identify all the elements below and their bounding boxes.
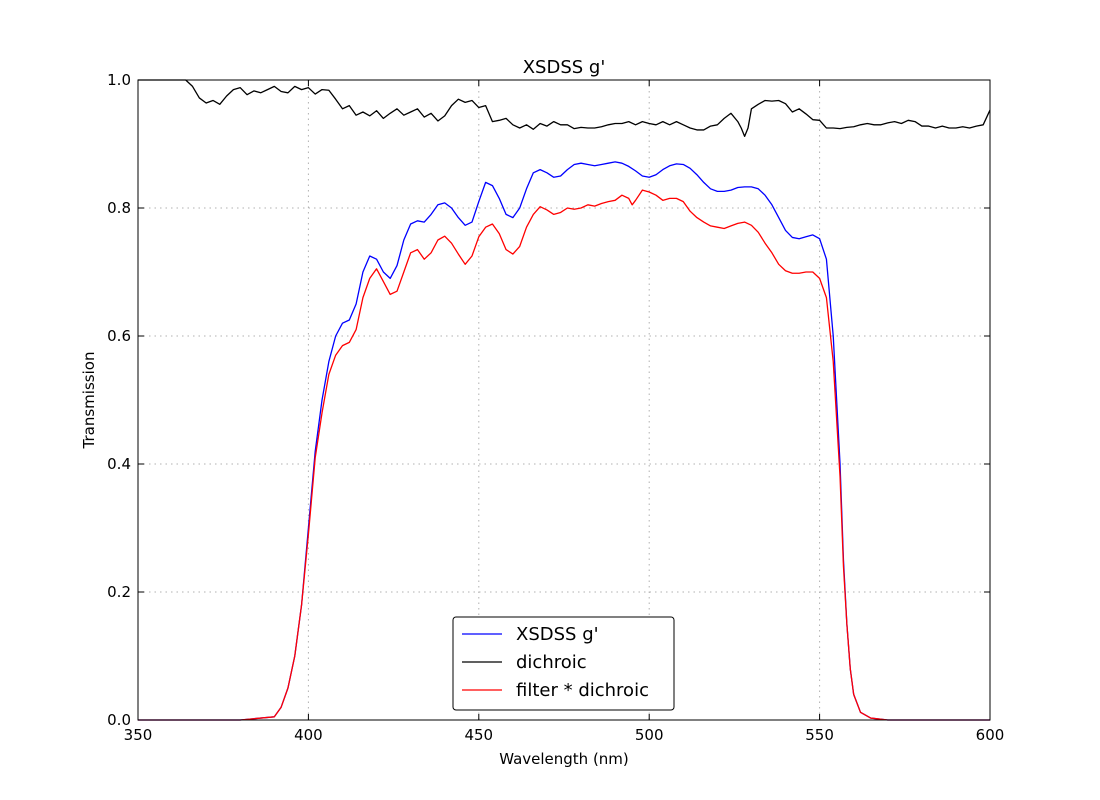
y-tick-label: 0.4 xyxy=(107,455,131,473)
legend-label-2: filter * dichroic xyxy=(516,680,649,701)
x-tick-label: 450 xyxy=(464,726,493,744)
y-tick-label: 0.0 xyxy=(107,711,131,729)
legend-entries: XSDSS g' dichroic filter * dichroic xyxy=(462,624,649,701)
legend-box xyxy=(452,616,675,711)
plot-area xyxy=(138,80,990,720)
x-tick-label: 550 xyxy=(805,726,834,744)
series-line-2 xyxy=(138,189,990,721)
legend-label-1: dichroic xyxy=(516,652,587,673)
x-axis-label: Wavelength (nm) xyxy=(499,750,629,768)
x-tick-label: 500 xyxy=(635,726,664,744)
series-line-1 xyxy=(138,79,991,137)
y-tick-label: 0.2 xyxy=(107,583,131,601)
axis-ticks: 350 400 450 500 550 600 0.0 0.2 0.4 0.6 0.8 1.0 xyxy=(107,71,1004,744)
legend-label-0: XSDSS g' xyxy=(516,624,599,645)
series-line-0 xyxy=(138,161,990,721)
legend: XSDSS g' dichroic filter * dichroic xyxy=(452,616,675,711)
y-axis-label: Transmission xyxy=(80,352,98,450)
plot-frame xyxy=(137,79,991,721)
y-tick-label: 1.0 xyxy=(107,71,131,89)
x-tick-label: 400 xyxy=(294,726,323,744)
x-tick-label: 350 xyxy=(124,726,153,744)
y-tick-label: 0.6 xyxy=(107,327,131,345)
series-lines xyxy=(138,79,991,721)
y-tick-label: 0.8 xyxy=(107,199,131,217)
x-tick-label: 600 xyxy=(976,726,1005,744)
chart-title: XSDSS g' xyxy=(523,57,606,78)
